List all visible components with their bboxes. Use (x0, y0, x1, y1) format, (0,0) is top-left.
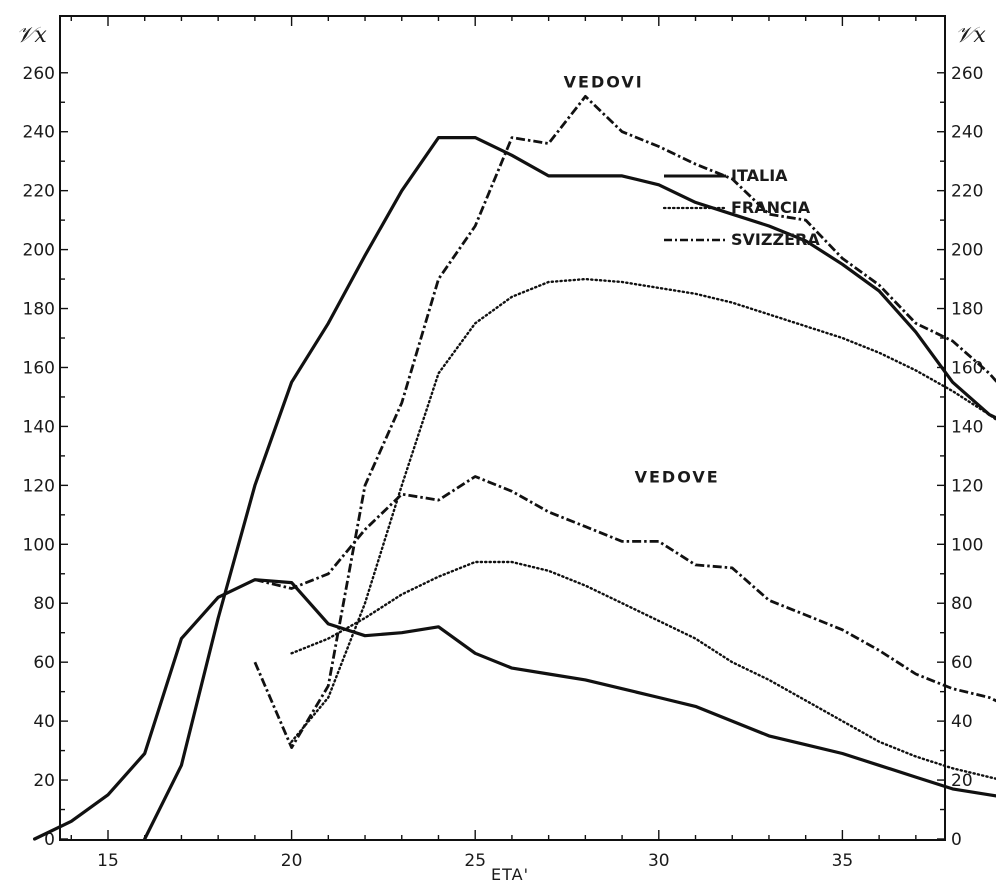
x-tick-label: 35 (832, 851, 854, 871)
y-tick-label-right: 180 (951, 300, 983, 320)
y-tick-label-left: 160 (23, 358, 55, 378)
y-tick-label-right: 220 (951, 182, 983, 202)
y-tick-label-right: 0 (951, 830, 962, 850)
series-line-svizzera-vedovi (253, 95, 996, 749)
y-tick-label-right: 40 (951, 712, 973, 732)
y-tick-label-right: 120 (951, 476, 983, 496)
series-line-francia-vedove (290, 560, 996, 780)
legend-label-italia: ITALIA (731, 166, 788, 185)
x-axis-title: ETA' (491, 865, 529, 884)
plot-frame (59, 15, 946, 841)
series-line-italia-vedovi (143, 136, 996, 841)
y-tick-label-right: 160 (951, 358, 983, 378)
y-tick-label-left: 20 (33, 771, 55, 791)
y-tick-label-right: 80 (951, 594, 973, 614)
series-line-italia-vedove (33, 578, 996, 841)
y-tick-label-left: 60 (33, 653, 55, 673)
y-tick-label-left: 0 (44, 830, 55, 850)
y-tick-label-left: 200 (23, 241, 55, 261)
x-tick-label: 25 (464, 851, 486, 871)
y-tick-label-left: 260 (23, 64, 55, 84)
x-tick-label: 15 (97, 851, 119, 871)
legend-label-svizzera: SVIZZERA (731, 230, 820, 249)
x-tick-label: 30 (648, 851, 670, 871)
series-line-svizzera-vedove (254, 475, 996, 703)
y-tick-label-left: 100 (23, 535, 55, 555)
y-tick-label-left: 40 (33, 712, 55, 732)
y-tick-label-right: 260 (951, 64, 983, 84)
y-tick-label-left: 140 (23, 417, 55, 437)
y-tick-label-left: 240 (23, 123, 55, 143)
y-axis-title-right: 𝒱x (955, 23, 986, 48)
series-line-francia-vedovi (290, 277, 996, 743)
annotation-vedove: VEDOVE (635, 467, 720, 486)
y-tick-label-right: 140 (951, 417, 983, 437)
y-tick-label-left: 80 (33, 594, 55, 614)
legend: ITALIA FRANCIA SVIZZERA (662, 166, 820, 249)
annotation-vedovi: VEDOVI (564, 73, 644, 92)
y-tick-label-right: 240 (951, 123, 983, 143)
x-tick-label: 20 (281, 851, 303, 871)
legend-label-francia: FRANCIA (731, 198, 811, 217)
y-tick-label-right: 20 (951, 771, 973, 791)
y-tick-label-right: 200 (951, 241, 983, 261)
y-axis-title-left: 𝒱x (16, 23, 47, 48)
y-tick-label-left: 220 (23, 182, 55, 202)
y-tick-label-right: 100 (951, 535, 983, 555)
y-tick-label-left: 120 (23, 476, 55, 496)
y-tick-label-right: 60 (951, 653, 973, 673)
y-tick-label-left: 180 (23, 300, 55, 320)
